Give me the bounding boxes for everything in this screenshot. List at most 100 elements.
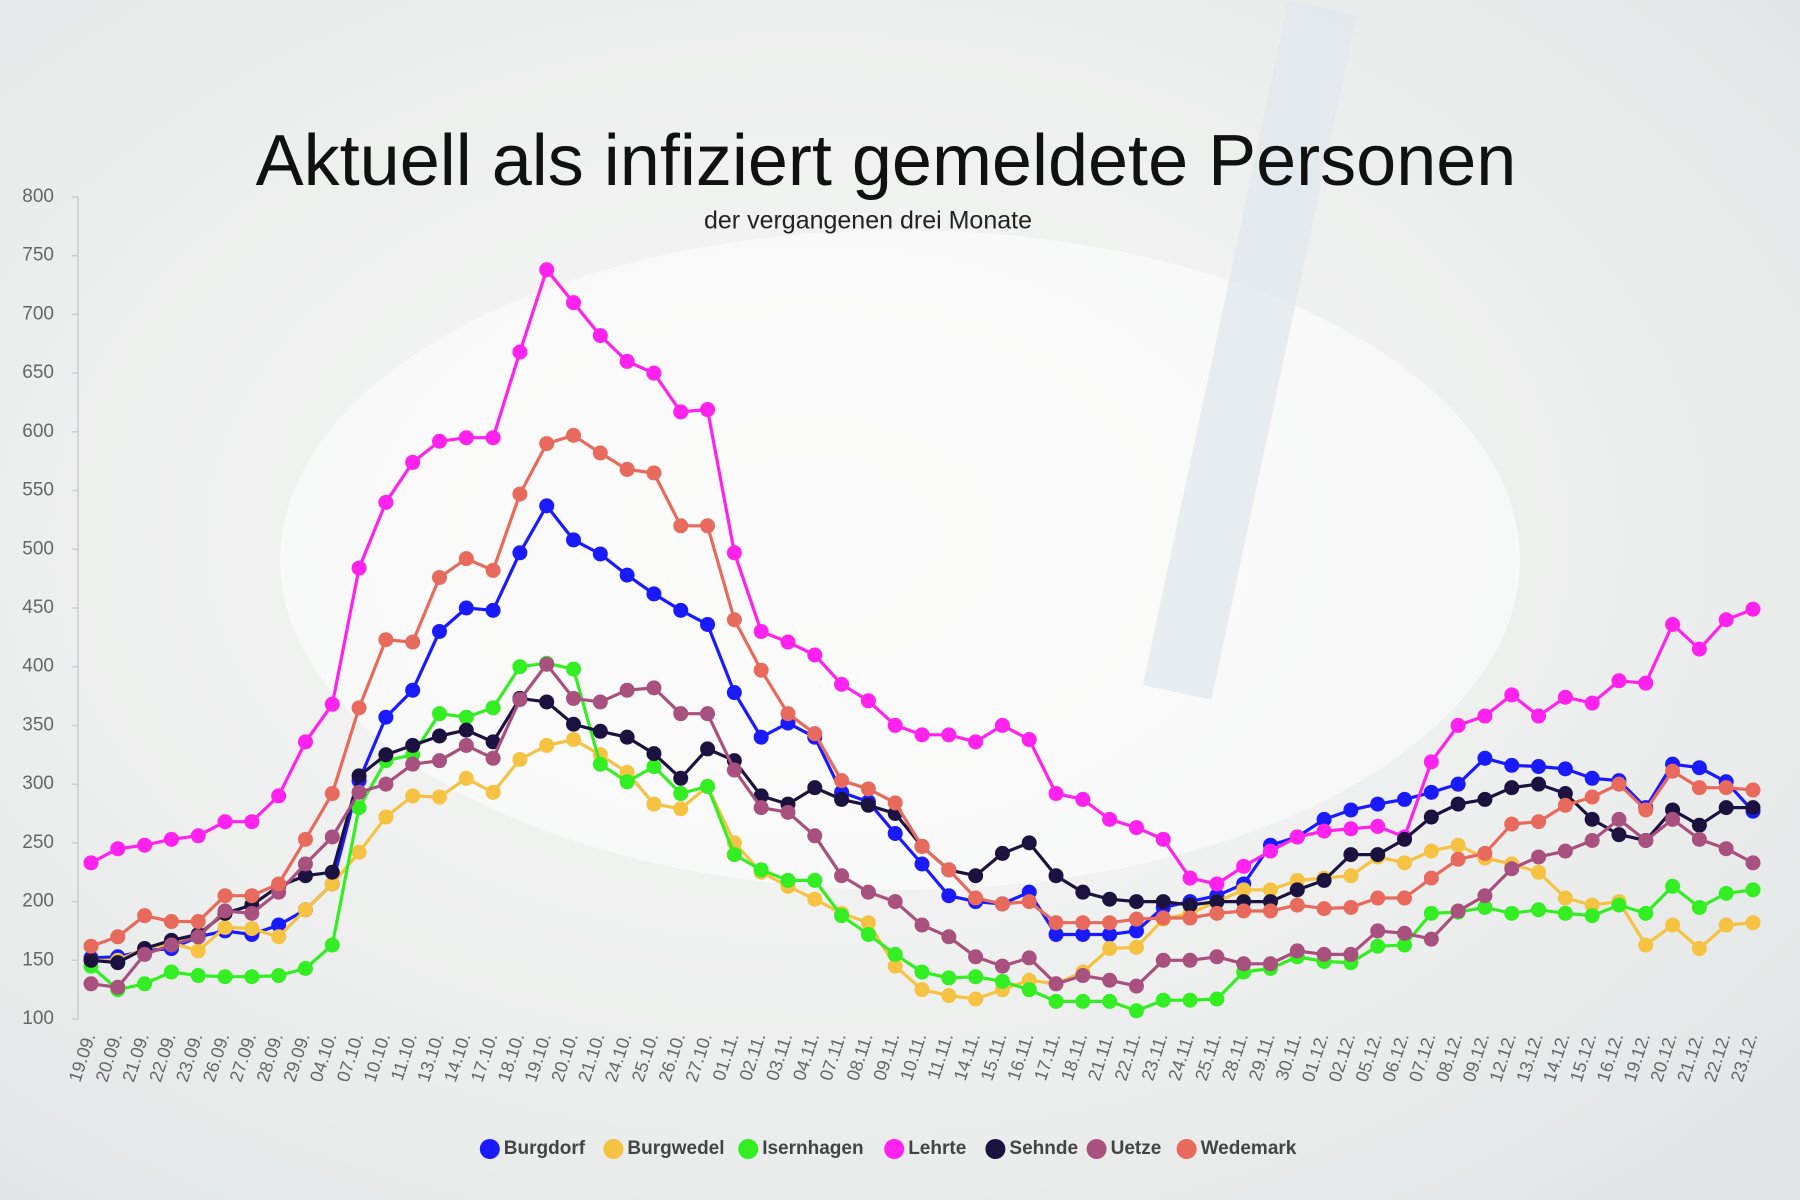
point: [405, 737, 421, 753]
point: [753, 800, 769, 816]
point: [1209, 905, 1225, 921]
point: [968, 949, 984, 965]
point: [1182, 897, 1198, 913]
point: [753, 662, 769, 678]
legend-label: Sehnde: [1009, 1138, 1078, 1159]
point: [753, 729, 769, 745]
point: [271, 917, 287, 933]
point: [1718, 841, 1734, 857]
point: [1316, 872, 1332, 888]
point: [860, 915, 876, 931]
point: [1182, 952, 1198, 968]
legend-label: Burgwedel: [627, 1138, 724, 1159]
y-tick-label: 400: [22, 656, 54, 677]
point: [1343, 946, 1359, 962]
point: [914, 917, 930, 933]
point: [646, 746, 662, 762]
point: [431, 706, 447, 722]
point: [1048, 926, 1064, 942]
point: [646, 365, 662, 381]
point: [1128, 923, 1144, 939]
point: [673, 786, 689, 802]
point: [431, 789, 447, 805]
point: [1450, 776, 1466, 792]
point: [1718, 780, 1734, 796]
point: [914, 856, 930, 872]
point: [941, 929, 957, 945]
point: [137, 976, 153, 992]
point: [1397, 791, 1413, 807]
point: [646, 759, 662, 775]
point: [1557, 905, 1573, 921]
point: [1075, 791, 1091, 807]
point: [190, 828, 206, 844]
point: [271, 876, 287, 892]
point: [405, 454, 421, 470]
point: [1182, 910, 1198, 926]
point: [1262, 956, 1278, 972]
point: [673, 602, 689, 618]
legend-marker: [1176, 1139, 1197, 1159]
y-tick-label: 300: [22, 773, 54, 794]
point: [914, 727, 930, 743]
point: [244, 969, 260, 985]
point: [190, 943, 206, 959]
point: [1450, 837, 1466, 853]
point: [244, 905, 260, 921]
point: [1557, 786, 1573, 802]
point: [1450, 717, 1466, 733]
point: [834, 791, 850, 807]
y-tick-label: 700: [22, 303, 54, 324]
point: [1691, 641, 1707, 657]
point: [485, 734, 501, 750]
point: [512, 486, 528, 502]
point: [1691, 760, 1707, 776]
point: [378, 776, 394, 792]
point: [887, 958, 903, 974]
point: [1262, 882, 1278, 898]
point: [539, 498, 555, 514]
point: [1021, 835, 1037, 851]
point: [968, 969, 984, 985]
point: [458, 737, 474, 753]
series: [83, 262, 1761, 892]
y-tick-label: 350: [22, 714, 54, 735]
point: [1075, 926, 1091, 942]
point: [1155, 831, 1171, 847]
point: [1504, 780, 1520, 796]
point: [1638, 905, 1654, 921]
point: [1236, 903, 1252, 919]
point: [780, 706, 796, 722]
point: [297, 734, 313, 750]
point: [110, 929, 126, 945]
point: [1397, 890, 1413, 906]
point: [1691, 817, 1707, 833]
point: [1477, 791, 1493, 807]
point: [1048, 993, 1064, 1009]
point: [485, 700, 501, 716]
point: [1209, 991, 1225, 1007]
point: [297, 961, 313, 977]
point: [1370, 938, 1386, 954]
y-tick-label: 100: [22, 1008, 54, 1029]
point: [378, 747, 394, 763]
legend-marker: [738, 1139, 759, 1159]
point: [1075, 915, 1091, 931]
point: [1557, 843, 1573, 859]
point: [1343, 899, 1359, 915]
point: [539, 262, 555, 278]
point: [1477, 750, 1493, 766]
point: [1128, 1003, 1144, 1019]
point: [512, 545, 528, 561]
point: [1209, 894, 1225, 910]
point: [673, 801, 689, 817]
point: [1450, 851, 1466, 867]
point: [700, 402, 716, 418]
point: [458, 430, 474, 446]
point: [271, 968, 287, 984]
point: [217, 903, 233, 919]
point: [619, 774, 635, 790]
point: [1370, 890, 1386, 906]
point: [646, 465, 662, 481]
point: [860, 693, 876, 709]
